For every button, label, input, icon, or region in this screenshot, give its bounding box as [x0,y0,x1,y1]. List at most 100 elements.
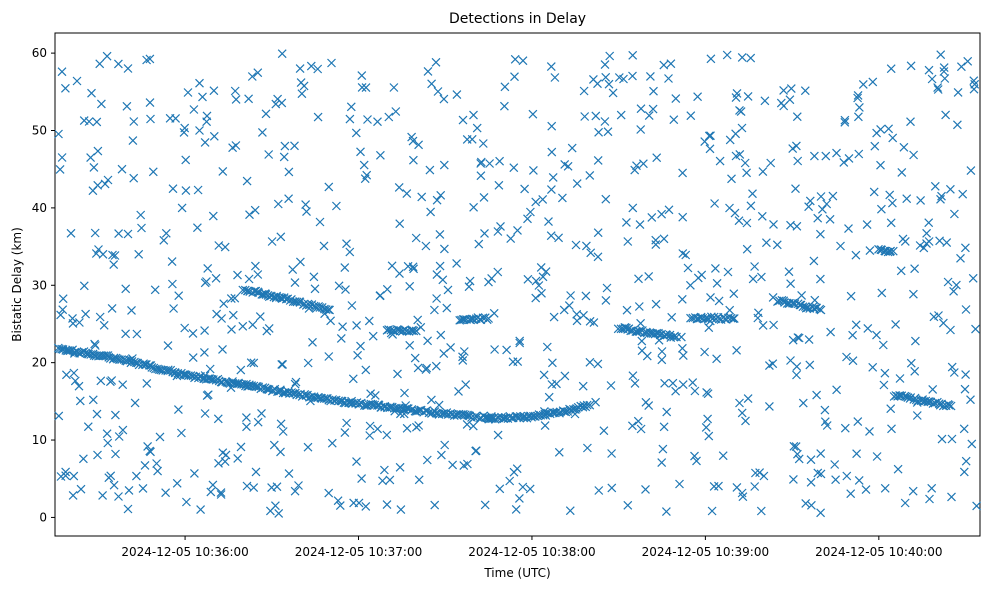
data-point [486,411,496,421]
data-point [92,117,102,127]
data-point [794,454,804,464]
data-point [70,376,80,386]
data-point [851,250,861,260]
data-point [816,192,826,201]
data-point [971,324,980,334]
data-point [382,430,392,440]
data-point [550,73,560,82]
data-point [200,409,210,418]
y-tick-label: 10 [32,433,47,447]
data-point [537,288,546,298]
data-point [666,59,676,69]
data-point [340,428,350,438]
data-point [109,260,119,270]
data-point [395,409,405,419]
data-point [142,55,152,65]
data-point [946,401,956,411]
data-point [81,309,91,319]
data-point [560,159,570,169]
data-point [784,267,794,277]
data-point [123,229,133,239]
data-point [853,90,863,100]
data-point [813,468,823,478]
data-point [844,224,853,234]
data-point [588,74,598,84]
data-point [608,88,618,98]
data-point [593,359,603,369]
data-point [671,94,681,104]
data-point [678,351,688,361]
data-point [743,91,753,101]
data-point [315,303,325,312]
data-point [897,167,907,177]
data-point [792,370,801,380]
data-point [853,417,863,427]
data-point [816,305,826,315]
data-point [294,481,303,490]
data-point [851,320,861,330]
data-point [375,291,385,300]
data-point [336,333,346,343]
data-point [801,498,811,508]
data-point [209,131,219,141]
data-point [602,283,612,293]
data-point [880,368,890,378]
data-point [459,461,469,471]
data-point [153,466,163,476]
data-point [476,158,486,168]
data-point [831,475,841,485]
data-point [942,238,952,248]
data-point [872,452,882,461]
data-point [96,376,106,386]
data-point [868,362,878,372]
data-point [132,329,142,339]
data-point [238,321,248,331]
data-point [616,110,626,120]
chart-title: Detections in Delay [449,11,586,27]
data-point [206,487,216,497]
data-point [557,193,567,203]
data-point [433,87,443,96]
data-point [250,205,260,215]
data-point [677,294,687,304]
data-point [423,336,433,346]
data-point [605,51,615,61]
data-point [585,400,595,410]
data-point [794,333,804,343]
data-point [123,504,133,514]
data-point [458,352,467,362]
data-point [568,404,578,414]
data-point [228,143,238,153]
data-point [103,175,113,185]
data-point [748,274,758,284]
data-point [172,371,182,381]
data-point [968,273,978,283]
data-point [410,353,420,363]
data-point [582,443,592,453]
data-point [373,424,383,434]
data-point [692,456,701,466]
data-point [60,83,70,93]
data-point [854,475,864,485]
axes-frame [54,32,981,537]
data-point [244,274,254,284]
data-point [842,471,852,481]
data-point [636,318,646,328]
data-point [161,228,171,238]
data-point [333,496,343,506]
data-point [737,52,747,62]
data-point [840,117,850,127]
data-point [243,286,253,296]
data-point [786,220,795,230]
data-point [414,406,423,416]
data-point [891,319,901,329]
x-tick-label: 2024-12-05 10:37:00 [295,545,422,559]
data-point [493,430,503,440]
data-point [356,341,365,351]
data-point [66,228,76,238]
data-point [319,394,329,404]
data-point [709,481,719,491]
data-point [118,380,128,390]
data-point [518,482,528,492]
data-point [727,174,736,184]
